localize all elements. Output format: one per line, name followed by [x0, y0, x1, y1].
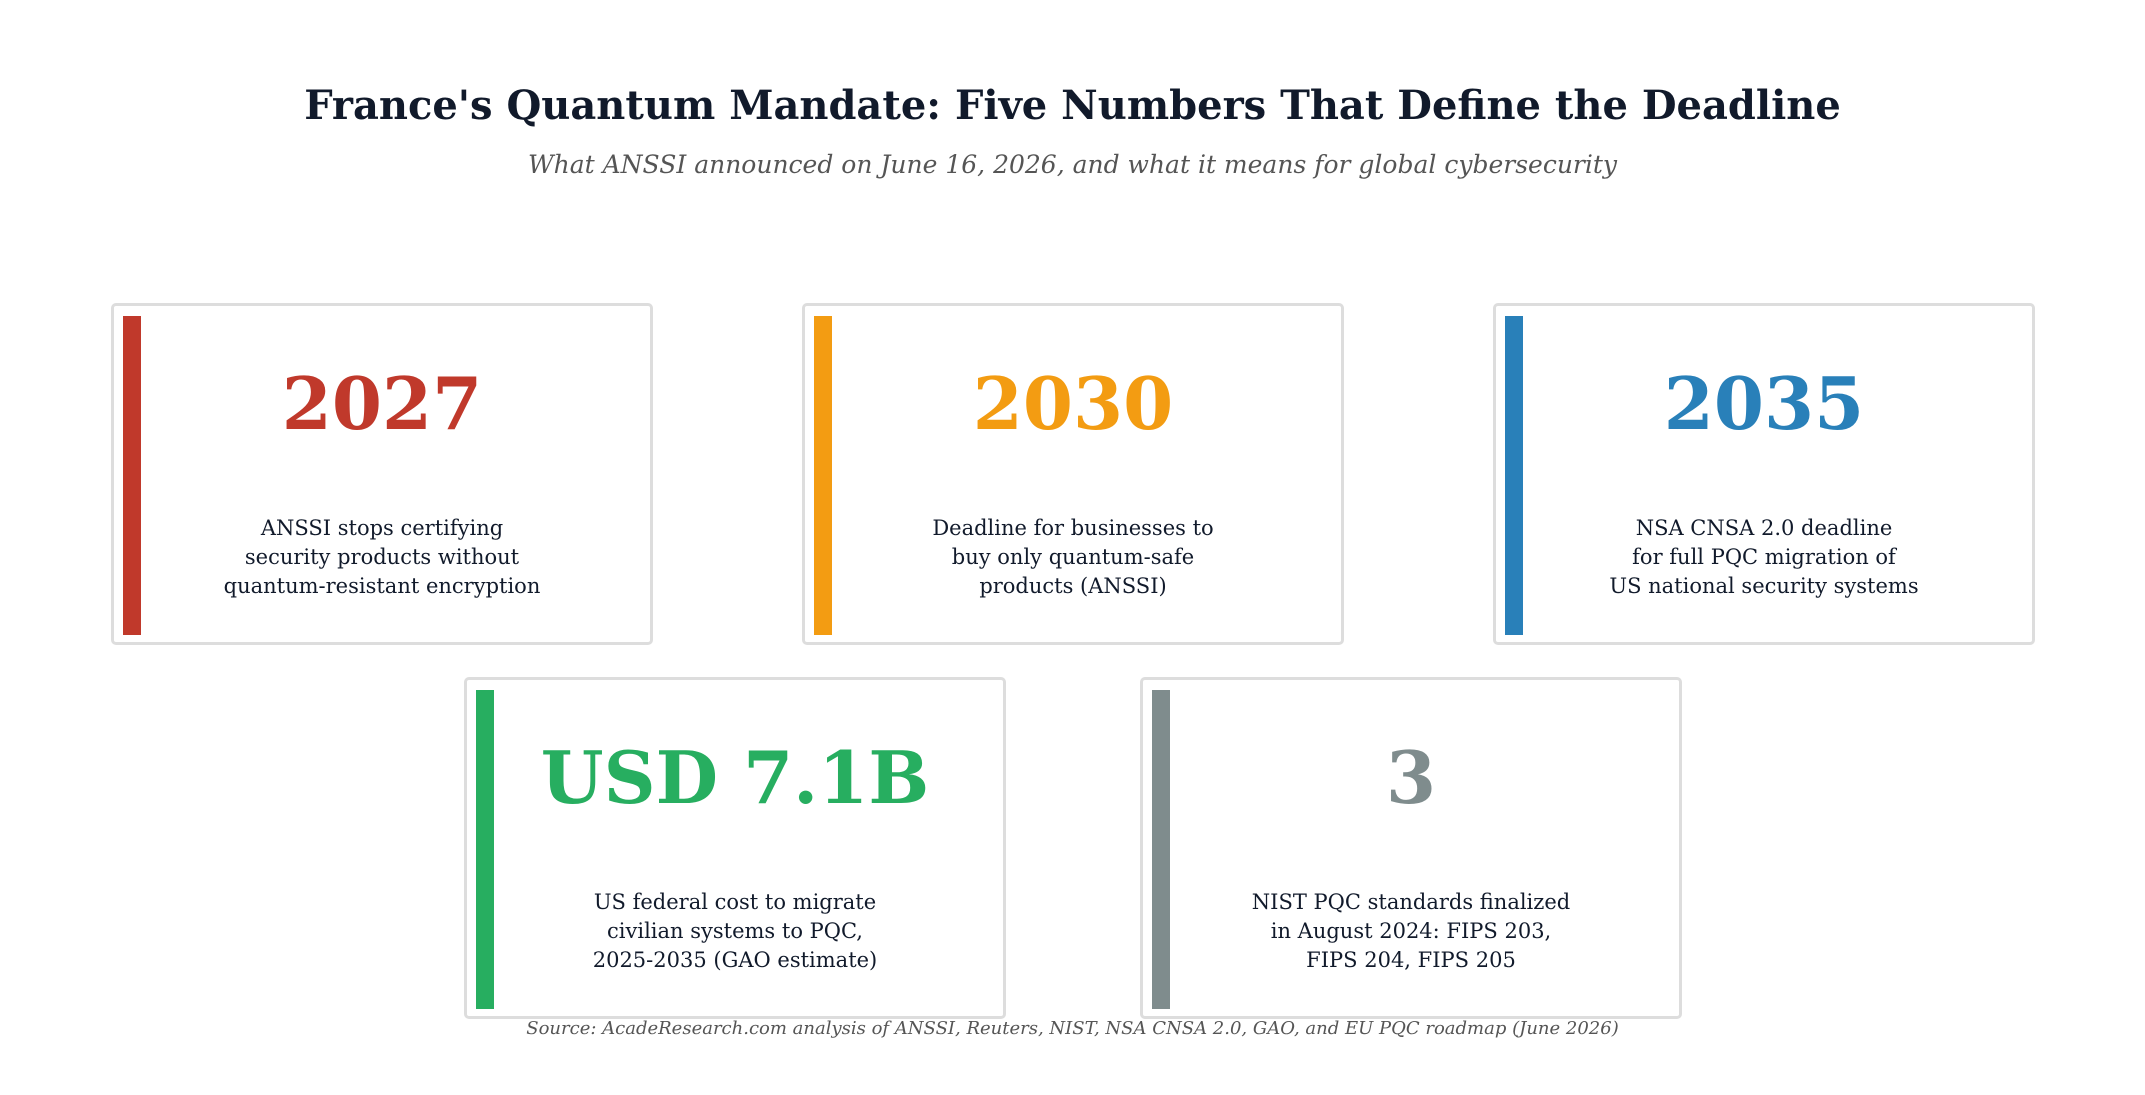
stat-description-line: in August 2024: FIPS 203, — [1270, 919, 1552, 943]
accent-bar — [814, 316, 832, 635]
stat-description-line: civilian systems to PQC, — [607, 919, 863, 943]
stat-card-usd-cost: USD 7.1B US federal cost to migrate civi… — [464, 677, 1006, 1019]
accent-bar — [123, 316, 141, 635]
stat-description: US federal cost to migrate civilian syst… — [467, 888, 1003, 975]
stat-description-line: 2025-2035 (GAO estimate) — [592, 948, 878, 972]
stat-description-line: NIST PQC standards finalized — [1251, 890, 1571, 914]
accent-bar — [1505, 316, 1523, 635]
stat-card-2030: 2030 Deadline for businesses to buy only… — [802, 303, 1344, 645]
stat-number: USD 7.1B — [540, 735, 930, 820]
stat-description-line: security products without — [244, 545, 520, 569]
stat-number: 2027 — [281, 361, 483, 446]
stat-description: Deadline for businesses to buy only quan… — [805, 514, 1341, 601]
stat-number: 2030 — [972, 361, 1174, 446]
stat-card-2027: 2027 ANSSI stops certifying security pro… — [111, 303, 653, 645]
stat-card-2035: 2035 NSA CNSA 2.0 deadline for full PQC … — [1493, 303, 2035, 645]
accent-bar — [1152, 690, 1170, 1009]
stat-description-line: Deadline for businesses to — [932, 516, 1214, 540]
stat-number: 2035 — [1663, 361, 1865, 446]
stat-description: NIST PQC standards finalized in August 2… — [1143, 888, 1679, 975]
stat-description-line: for full PQC migration of — [1632, 545, 1896, 569]
stat-description-line: products (ANSSI) — [979, 574, 1167, 598]
accent-bar — [476, 690, 494, 1009]
stat-description: ANSSI stops certifying security products… — [114, 514, 650, 601]
stat-description-line: buy only quantum-safe — [951, 545, 1195, 569]
stat-description: NSA CNSA 2.0 deadline for full PQC migra… — [1496, 514, 2032, 601]
stat-number: 3 — [1385, 735, 1437, 820]
stat-description-line: ANSSI stops certifying — [260, 516, 504, 540]
stat-description-line: US federal cost to migrate — [593, 890, 877, 914]
page-subtitle: What ANSSI announced on June 16, 2026, a… — [527, 150, 1618, 179]
stat-card-nist-standards: 3 NIST PQC standards finalized in August… — [1140, 677, 1682, 1019]
source-note: Source: AcadeResearch.com analysis of AN… — [526, 1018, 1619, 1039]
stat-description-line: quantum-resistant encryption — [223, 574, 541, 598]
stat-description-line: FIPS 204, FIPS 205 — [1306, 948, 1516, 972]
stat-description-line: US national security systems — [1609, 574, 1919, 598]
stat-description-line: NSA CNSA 2.0 deadline — [1635, 516, 1893, 540]
page-title: France's Quantum Mandate: Five Numbers T… — [304, 82, 1841, 129]
